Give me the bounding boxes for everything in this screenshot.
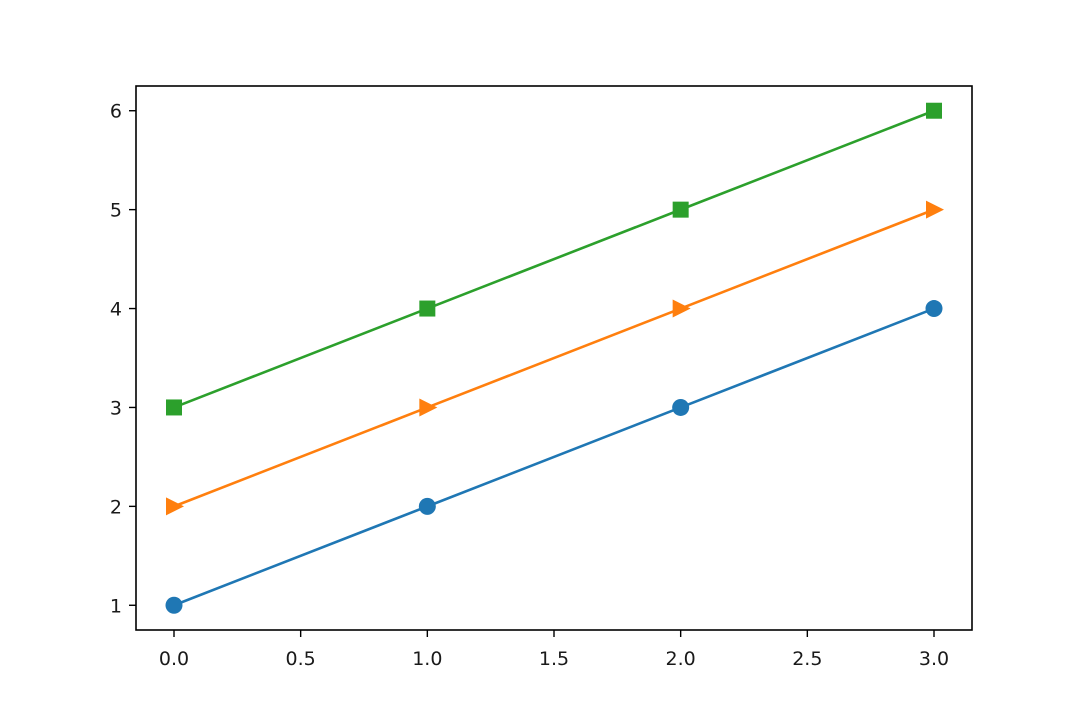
plot-frame — [135, 85, 973, 631]
x-tick-label: 2.5 — [792, 648, 822, 670]
series-line — [173, 109, 935, 409]
y-tick-label: 1 — [110, 595, 122, 617]
x-tick-label: 1.0 — [412, 648, 442, 670]
x-tick-label: 2.0 — [666, 648, 696, 670]
series-1 — [165, 300, 943, 614]
series-2 — [166, 200, 944, 516]
y-tick-label: 5 — [110, 200, 122, 222]
x-tick-label: 0.0 — [159, 648, 189, 670]
data-point — [925, 300, 943, 318]
data-point — [166, 399, 182, 416]
data-point — [672, 201, 689, 218]
y-axis: 1 2 3 4 5 6 — [110, 101, 136, 617]
data-point — [926, 200, 944, 219]
x-tick-label: 3.0 — [919, 648, 949, 670]
series-line — [173, 208, 935, 508]
data-point — [418, 497, 436, 515]
data-point — [166, 497, 184, 516]
data-point — [672, 398, 690, 416]
y-tick-label: 3 — [110, 397, 122, 419]
x-tick-label: 1.5 — [539, 648, 569, 670]
x-tick-label: 0.5 — [286, 648, 316, 670]
y-tick-label: 4 — [110, 299, 122, 321]
y-tick-label: 2 — [110, 496, 122, 518]
series-3 — [166, 102, 942, 416]
series-layer — [165, 102, 944, 614]
series-line — [173, 307, 935, 607]
data-point — [419, 300, 436, 317]
y-tick-label: 6 — [110, 101, 122, 123]
data-point — [926, 102, 942, 119]
x-axis: 0.0 0.5 1.0 1.5 2.0 2.5 3.0 — [159, 630, 949, 670]
data-point — [672, 299, 691, 318]
data-point — [165, 596, 183, 614]
data-point — [419, 398, 438, 417]
